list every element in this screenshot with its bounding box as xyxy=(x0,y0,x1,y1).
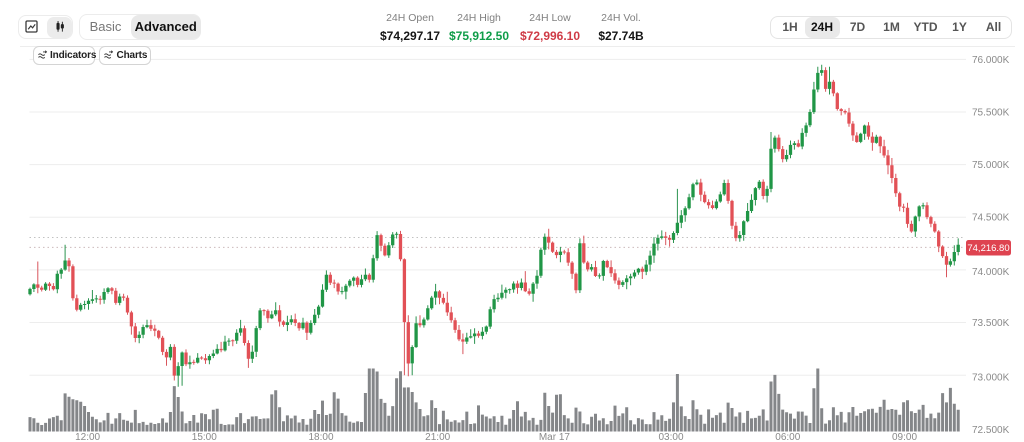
svg-text:74.500K: 74.500K xyxy=(972,213,1010,224)
svg-text:12:00: 12:00 xyxy=(75,432,100,442)
svg-text:18:00: 18:00 xyxy=(308,432,333,442)
svg-text:15:00: 15:00 xyxy=(192,432,217,442)
svg-text:74.000K: 74.000K xyxy=(972,267,1010,278)
svg-text:73.500K: 73.500K xyxy=(972,318,1010,329)
svg-text:73.000K: 73.000K xyxy=(972,373,1010,384)
svg-text:03:00: 03:00 xyxy=(658,432,683,442)
svg-text:74,216.80: 74,216.80 xyxy=(967,243,1009,254)
svg-text:Mar 17: Mar 17 xyxy=(539,432,571,442)
svg-text:09:00: 09:00 xyxy=(892,432,917,442)
svg-text:76.000K: 76.000K xyxy=(972,55,1010,66)
svg-text:06:00: 06:00 xyxy=(775,432,800,442)
svg-text:75.500K: 75.500K xyxy=(972,108,1010,119)
svg-text:75.000K: 75.000K xyxy=(972,160,1010,171)
svg-text:72.500K: 72.500K xyxy=(972,425,1010,436)
svg-text:21:00: 21:00 xyxy=(425,432,450,442)
